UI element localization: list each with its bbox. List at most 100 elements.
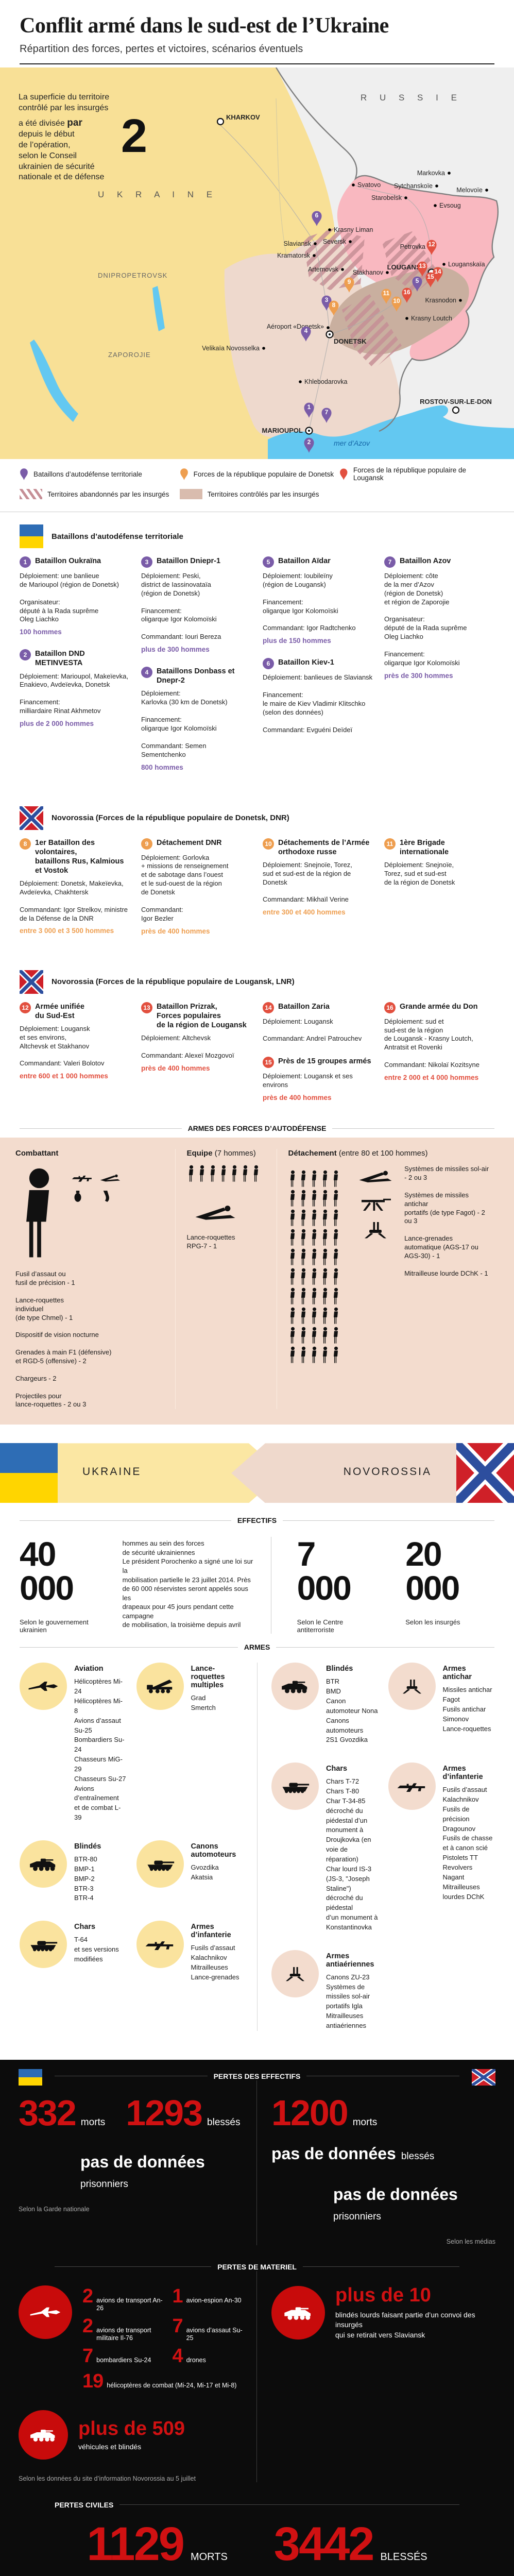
person-icon [288,1268,297,1285]
svg-text:Velikaïa Novosselka: Velikaïa Novosselka [202,345,260,352]
nvr-wounded-label: blessés [401,2150,435,2162]
selfdefense-arms-panel: Combattant Fusil d’assaut ou fusil de pr… [0,1138,514,1425]
city-krasny-loutch: Krasny Loutch [405,315,452,322]
svg-text:Svatovo: Svatovo [357,181,381,189]
nvr-deaths: 1200 [271,2092,349,2133]
plane-loss-circle [19,2285,72,2339]
weapon-category: Aviation Hélicoptères Mi-24 Hélicoptères … [20,1663,126,1823]
selfdefense-arms-header: ARMES DES FORCES D’AUTODÉFENSE [20,1124,494,1132]
ua-troops-count: 40 000 [20,1535,74,1607]
map-reservoir-1 [30,340,78,422]
loss-count: 19 [82,2370,104,2392]
person-icon [209,1165,217,1182]
striped-swatch-icon [20,489,42,499]
battalion-name: Bataillon Azov [400,557,451,565]
purple-pin-icon [20,468,28,480]
civilian-wounded: 3442 [273,2517,375,2570]
person-icon [299,1307,308,1325]
battalion-name: Détachements de l’Armée orthodoxe russe [278,838,370,856]
effectifs-novorossia: 7 000 Selon le Centre antiterroriste 20 … [271,1537,494,1634]
person-icon [332,1248,340,1266]
column-subtitle: (7 hommes) [214,1149,256,1158]
category-title: Armes d’infanterie [442,1765,483,1782]
battalion-details: Déploiement: Ioubileïny (région de Louga… [263,572,356,632]
vehicle-loss-count: plus de 509 [78,2417,185,2439]
svg-text:LOUGANSK: LOUGANSK [387,263,426,271]
pertes-materiel-header: PERTES DE MATERIEL [55,2263,459,2271]
category-list: Missiles antichar Fagot Fusils antichar … [442,1686,492,1733]
detachement-column: Détachement (entre 80 et 100 hommes) Sys… [276,1149,499,1410]
battalion-strength: près de 400 hommes [263,1094,332,1102]
sides-banner: UKRAINE NOVOROSSIA [0,1443,514,1503]
weapon-category: Lance-roquettes multiples Grad Smertch [136,1663,243,1823]
person-icon [288,1248,297,1266]
battalion-details: Déploiement: Lougansk et ses environs, A… [20,1024,105,1067]
section-title: PERTES DES EFFECTIFS [213,2072,301,2080]
battalion-card: 15 Près de 15 groupes armés Déploiement: L… [263,1057,373,1101]
category-title: Blindés [326,1665,353,1673]
column-subtitle: (entre 80 et 100 hommes) [338,1149,428,1158]
pertes-effectifs-grid: 332 morts 1293 blessés pas de données priso… [19,2080,495,2245]
section-title: ARMES [244,1643,270,1652]
materiel-source: Selon les données du site d’information … [19,2475,196,2482]
map-sea-azov [268,405,514,459]
loss-label: avions d’assaut Su-25 [186,2326,243,2342]
section-title: PERTES DE MATERIEL [217,2262,297,2271]
weapon-category: Blindés BTR BMD Canon automoteur Nona Can… [271,1663,378,1745]
combattant-column: Combattant Fusil d’assaut ou fusil de pr… [15,1149,175,1409]
nvr-troops-count-1: 7 000 [297,1535,352,1607]
city-velikaia-novosselka: Velikaïa Novosselka [202,345,265,352]
person-icon [321,1268,330,1285]
combattant-equipment-list: Fusil d’assaut ou fusil de précision - 1… [15,1270,112,1409]
battalion-strength: plus de 150 hommes [263,637,331,645]
svg-text:6: 6 [315,212,319,219]
annotation-big-number: 2 [121,109,147,162]
person-icon [310,1287,319,1305]
weapon-category: Chars T-64 et ses versions modifiées [20,1921,126,1982]
tank-icon [27,1934,59,1955]
legend-label: Territoires contrôlés par les insurgés [207,490,319,498]
city-sytchanskoie: Sytchanskoïe [394,182,438,190]
weapon-category: Armes d’infanterie Fusils d’assaut Kalach… [136,1921,243,1982]
legend-label: Forces de la république populaire de Lou… [353,466,467,482]
category-list: BTR BMD Canon automoteur Nona Canons aut… [326,1677,378,1744]
person-icon [288,1229,297,1246]
person-icon [332,1307,340,1325]
ua-prisoners: pas de données [80,2152,205,2171]
ua-battalions-header: Bataillons d’autodéfense territoriale [0,512,514,553]
city-markovka: Markovka [417,170,451,177]
ukraine-flag-icon [0,1443,58,1503]
rifle-icon [144,1934,176,1955]
city-melovoie: Melovoïe [456,187,488,194]
person-icon [299,1170,308,1188]
loss-count: 2 [82,2315,93,2337]
nvr-wounded: pas de données [271,2144,396,2163]
svg-text:Krasny Loutch: Krasny Loutch [411,315,452,322]
soldier-icon [15,1165,63,1263]
label-mer-azov: mer d’Azov [334,439,370,447]
loss-label: avions de transport An-26 [96,2296,163,2312]
category-list: Gvozdika Akatsia [191,1863,219,1881]
novorossia-flag-icon [20,970,43,994]
battalion-card: 4 Bataillons Donbass et Dnepr-2 Déploiemen… [141,667,251,771]
vehicle-loss-circle [271,2286,325,2340]
vehicle-loss-circle [19,2410,68,2460]
label-russie: R U S S I E [361,93,462,103]
city-starobelsk: Starobelsk [371,194,407,201]
materiel-novorossia: plus de 10 blindés lourds faisant partie… [257,2271,495,2482]
annotation-divided: a été divisée [19,118,65,128]
svg-text:7: 7 [325,409,329,416]
dnr-header: Novorossia (Forces de la république popu… [0,794,514,835]
column-title: Détachement [288,1149,337,1158]
map-roads [220,125,432,431]
person-icon [299,1346,308,1364]
svg-text:Krasnodon: Krasnodon [425,297,457,304]
svg-text:2: 2 [307,438,311,446]
battalion-details: Déploiement: Donetsk, Makeïevka, Avdeïev… [20,879,128,922]
category-list: BTR-80 BMP-1 BMP-2 BTR-3 BTR-4 [74,1855,97,1902]
battalion-number-badge: 16 [384,1002,396,1013]
novorossia-flag-icon [456,1443,514,1503]
person-icon [321,1229,330,1246]
person-icon [299,1287,308,1305]
ua-wounded-label: blessés [207,2116,241,2128]
